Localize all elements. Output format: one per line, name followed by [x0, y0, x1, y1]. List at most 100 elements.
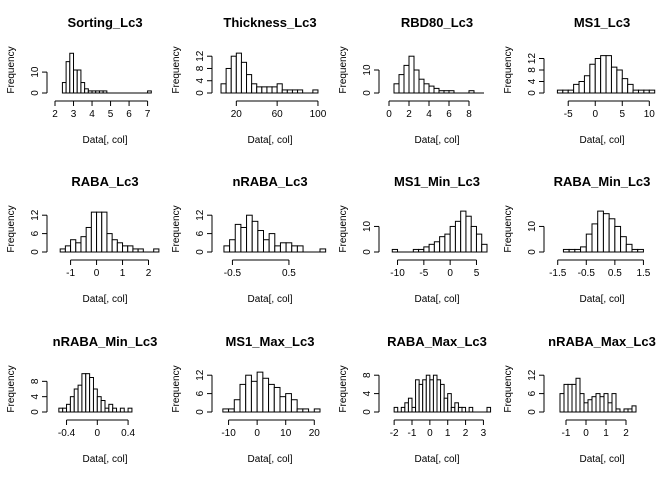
histogram-bar	[119, 407, 125, 413]
x-tick-label: 60	[272, 109, 284, 120]
histogram-bar	[122, 245, 129, 253]
x-tick-label: 2	[463, 428, 469, 439]
histogram-panel: nRABA_Lc3 -0.5 0.5 0 6 12 Data[, col] Frequency	[171, 174, 327, 305]
histogram-bar	[579, 393, 585, 413]
histogram-bar	[454, 402, 459, 413]
x-tick-label: -0.4	[58, 428, 76, 439]
histogram-bar	[271, 86, 278, 94]
histogram-bar	[80, 236, 87, 253]
x-tick-label: 3	[71, 109, 77, 120]
chart-title: MS1_Max_Lc3	[226, 334, 315, 349]
histogram-panel: RABA_Min_Lc3 -1.5 -0.5 0.5 1.5 0 10 Data[, col]…	[503, 174, 651, 305]
x-tick-label: -2	[390, 428, 399, 439]
histogram-bar	[239, 383, 247, 413]
histogram-bar	[594, 58, 602, 94]
histogram-bar	[100, 400, 106, 413]
histogram-bar	[559, 393, 565, 413]
chart-title: RBD80_Lc3	[401, 15, 473, 30]
x-tick-label: 0	[592, 109, 598, 120]
y-tick-label: 10	[30, 66, 41, 78]
chart-title: RABA_Max_Lc3	[387, 334, 487, 349]
histogram-bar	[573, 83, 580, 94]
histogram-bar	[475, 233, 483, 253]
histogram-bar	[470, 225, 477, 253]
y-tick-label: 4	[527, 78, 538, 84]
x-tick-label: 5	[474, 268, 480, 279]
y-tick-label: 0	[362, 409, 373, 415]
histogram-bar	[279, 242, 287, 253]
histogram-bar	[423, 83, 430, 94]
y-axis-label: Frequency	[503, 46, 514, 93]
y-tick-label: 0	[527, 90, 538, 96]
histogram-bar	[578, 81, 585, 94]
histogram-bar	[225, 67, 232, 94]
x-tick-label: -0.5	[578, 268, 596, 279]
histogram-bar	[96, 211, 103, 253]
histogram-bar	[246, 214, 253, 253]
x-tick-label: 2	[52, 109, 58, 120]
histogram-bar	[607, 402, 613, 413]
histogram-bar	[62, 407, 68, 413]
histogram-bar	[433, 87, 440, 94]
x-axis-label: Data[, col]	[82, 454, 127, 465]
histogram-bar	[580, 246, 587, 253]
histogram-bar	[404, 402, 409, 413]
x-tick-label: 5	[108, 109, 114, 120]
histogram-bar	[92, 388, 98, 413]
histogram-panel: MS1_Min_Lc3 -10 -5 0 5 0 10 Data[, col] Frequenc…	[338, 174, 488, 305]
histogram-bar	[256, 371, 264, 413]
histogram-bar	[436, 379, 442, 413]
y-axis-label: Frequency	[171, 365, 182, 412]
histogram-bar	[599, 396, 605, 413]
histogram-bar	[112, 407, 118, 413]
histogram-bar	[611, 393, 617, 413]
histogram-bar	[220, 83, 227, 94]
y-tick-label: 8	[362, 372, 373, 378]
x-axis-label: Data[, col]	[579, 294, 624, 305]
x-tick-label: 0	[94, 268, 100, 279]
y-tick-label: 0	[527, 249, 538, 255]
histogram-bar	[428, 243, 435, 253]
histogram-bar	[461, 406, 467, 413]
histogram-bar	[251, 83, 258, 94]
x-tick-label: 0	[583, 428, 589, 439]
y-tick-label: 6	[195, 230, 206, 236]
x-tick-label: -1	[66, 268, 75, 279]
y-tick-label: 4	[30, 393, 41, 399]
histogram-bar	[595, 393, 601, 413]
histogram-bar	[245, 374, 252, 413]
histogram-bar	[583, 75, 591, 94]
histogram-bar	[393, 83, 400, 94]
x-axis-label: Data[, col]	[579, 454, 624, 465]
histogram-bar	[77, 384, 83, 413]
histogram-bar	[567, 383, 573, 413]
x-axis-label: Data[, col]	[82, 135, 127, 146]
histogram-bar	[400, 406, 406, 413]
histogram-bar	[439, 236, 446, 253]
histogram-bar	[411, 406, 417, 413]
histogram-bar	[621, 78, 629, 94]
histogram-bar	[66, 403, 71, 413]
histogram-bar	[418, 78, 425, 94]
histogram-bar	[432, 374, 438, 413]
y-tick-label: 8	[195, 65, 206, 71]
y-axis-label: Frequency	[503, 205, 514, 252]
histogram-bar	[591, 396, 597, 413]
x-axis-label: Data[, col]	[82, 294, 127, 305]
histogram-bar	[268, 233, 276, 253]
histogram-bar	[73, 69, 78, 94]
histogram-bar	[106, 233, 113, 253]
x-tick-label: 0.5	[282, 268, 296, 279]
histogram-bar	[415, 379, 420, 413]
histogram-bar	[589, 63, 596, 94]
x-tick-label: 4	[89, 109, 95, 120]
histogram-bar	[449, 225, 456, 253]
histogram-bar	[85, 373, 91, 413]
histogram-bar	[111, 239, 118, 253]
y-tick-label: 0	[362, 90, 373, 96]
histogram-bar	[290, 399, 298, 413]
x-tick-label: 3	[481, 428, 487, 439]
histogram-bar	[603, 393, 609, 413]
histogram-bar	[422, 379, 427, 413]
